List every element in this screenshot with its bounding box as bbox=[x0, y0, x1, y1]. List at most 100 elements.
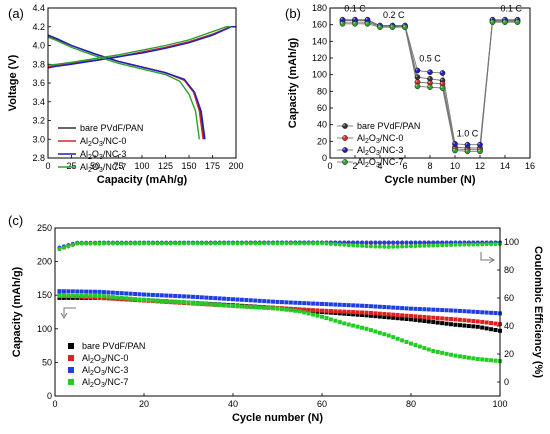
efficiency-point bbox=[302, 241, 307, 246]
efficiency-point bbox=[110, 241, 115, 246]
capacity-point bbox=[404, 339, 409, 344]
x-tick-label: 12 bbox=[475, 161, 485, 171]
data-point-shine bbox=[440, 71, 443, 73]
capacity-point bbox=[155, 293, 160, 298]
efficiency-point bbox=[440, 243, 445, 248]
data-point-shine bbox=[428, 85, 430, 88]
capacity-point bbox=[360, 310, 365, 315]
x-tick-label: 0 bbox=[327, 161, 332, 171]
capacity-point bbox=[97, 293, 102, 298]
capacity-point bbox=[449, 308, 454, 313]
capacity-point bbox=[413, 343, 418, 348]
efficiency-point bbox=[173, 241, 178, 246]
legend-label: bare PVdF/PAN bbox=[82, 341, 145, 351]
efficiency-point bbox=[413, 244, 418, 249]
capacity-point bbox=[471, 356, 476, 361]
capacity-point bbox=[199, 301, 204, 306]
capacity-point bbox=[235, 297, 240, 302]
efficiency-point bbox=[146, 241, 151, 246]
capacity-point bbox=[382, 312, 387, 317]
capacity-point bbox=[186, 294, 191, 299]
capacity-point bbox=[88, 289, 93, 294]
capacity-point bbox=[435, 320, 440, 325]
efficiency-point bbox=[360, 243, 365, 248]
curve-charge-2 bbox=[47, 26, 236, 69]
capacity-point bbox=[449, 317, 454, 322]
efficiency-point bbox=[466, 242, 471, 247]
y-tick-label: 3.6 bbox=[32, 78, 45, 88]
capacity-point bbox=[106, 294, 111, 299]
capacity-point bbox=[409, 306, 413, 311]
efficiency-point bbox=[449, 242, 454, 247]
efficiency-point bbox=[279, 241, 284, 246]
capacity-point bbox=[306, 311, 311, 316]
data-point bbox=[427, 84, 433, 91]
capacity-point bbox=[475, 357, 480, 362]
capacity-point bbox=[97, 289, 102, 294]
efficiency-point bbox=[368, 240, 373, 245]
capacity-point bbox=[391, 312, 396, 317]
legend-swatch bbox=[68, 379, 74, 385]
legend-label: Al2O3/NC-3 bbox=[82, 365, 128, 377]
capacity-point bbox=[440, 350, 445, 355]
capacity-point bbox=[302, 307, 307, 312]
efficiency-point bbox=[409, 244, 413, 249]
capacity-point bbox=[75, 293, 80, 298]
capacity-point bbox=[453, 322, 458, 327]
data-point-dot bbox=[464, 148, 471, 155]
capacity-point bbox=[373, 311, 378, 316]
capacity-point bbox=[360, 303, 365, 308]
data-point-shine bbox=[503, 20, 505, 23]
capacity-point bbox=[453, 308, 458, 313]
capacity-point bbox=[302, 310, 307, 315]
efficiency-point bbox=[400, 244, 405, 249]
capacity-point bbox=[466, 318, 471, 323]
x-tick-label: 50 bbox=[90, 161, 100, 171]
x-tick-label: 4 bbox=[377, 161, 382, 171]
capacity-point bbox=[431, 315, 436, 320]
capacity-point bbox=[386, 315, 391, 320]
capacity-point bbox=[204, 301, 209, 306]
data-point bbox=[452, 140, 458, 147]
data-point bbox=[439, 85, 446, 91]
legend-label: Al2O3/NC-3 bbox=[80, 149, 126, 161]
efficiency-point bbox=[208, 241, 213, 246]
capacity-point bbox=[79, 293, 84, 298]
data-point-shine bbox=[453, 148, 455, 151]
efficiency-arrow-head bbox=[488, 256, 495, 264]
capacity-point bbox=[288, 308, 293, 313]
x-tick-label: 25 bbox=[66, 161, 76, 171]
data-point-dot bbox=[452, 147, 458, 154]
capacity-point bbox=[386, 305, 391, 310]
data-point-dot bbox=[439, 85, 446, 91]
y2-tick-label: 100 bbox=[504, 237, 519, 247]
rate-annotation: 0.1 C bbox=[500, 3, 522, 13]
capacity-point bbox=[342, 302, 347, 307]
y-tick-label: 20 bbox=[317, 136, 327, 146]
capacity-point bbox=[484, 310, 489, 315]
efficiency-point bbox=[342, 242, 347, 247]
x-axis-label: Cycle number (N) bbox=[384, 174, 475, 186]
efficiency-point bbox=[324, 241, 329, 246]
capacity-point bbox=[195, 301, 200, 306]
efficiency-point bbox=[257, 241, 262, 246]
capacity-point bbox=[328, 309, 333, 314]
capacity-point bbox=[475, 319, 480, 324]
y-tick-label: 100 bbox=[37, 324, 52, 334]
legend-marker-dot bbox=[342, 147, 348, 153]
capacity-point bbox=[271, 306, 276, 311]
panel-c: 0 20 40 60 80 100 0 50 100 150 200 250 0 20 40 60 80 100 C… bbox=[8, 213, 544, 424]
capacity-point bbox=[142, 297, 146, 302]
efficiency-point bbox=[377, 244, 382, 249]
capacity-point bbox=[231, 297, 235, 302]
capacity-point bbox=[275, 299, 280, 304]
capacity-point bbox=[57, 293, 62, 298]
efficiency-point bbox=[204, 241, 209, 246]
efficiency-point bbox=[253, 241, 258, 246]
panel-label: (c) bbox=[8, 213, 23, 228]
capacity-point bbox=[226, 303, 231, 308]
x-axis-label: Cycle number (N) bbox=[232, 412, 323, 424]
capacity-point bbox=[409, 341, 413, 346]
data-point bbox=[477, 148, 483, 155]
capacity-point bbox=[124, 291, 129, 296]
